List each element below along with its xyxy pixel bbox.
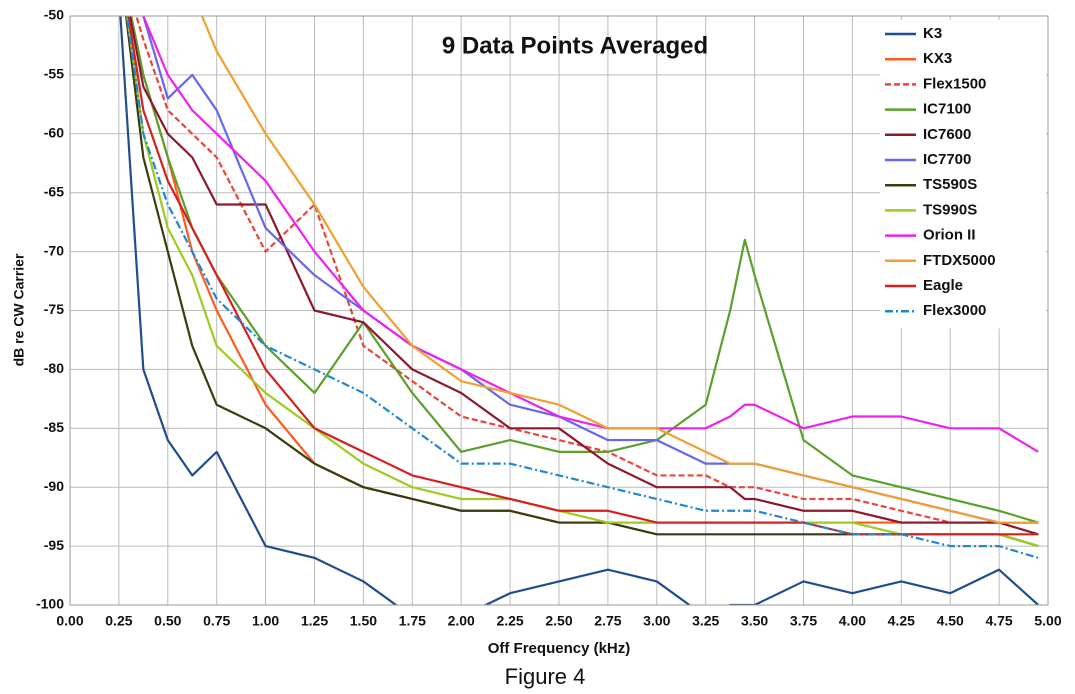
x-tick-label: 3.25 [692, 613, 719, 629]
figure-caption: Figure 4 [505, 664, 586, 689]
x-tick-label: 2.25 [496, 613, 523, 629]
series-line [125, 16, 1039, 559]
legend-box [880, 20, 1046, 329]
series-line [127, 16, 1039, 536]
y-tick-label: -90 [44, 478, 64, 494]
x-tick-label: 2.00 [448, 613, 475, 629]
x-tick-label: 3.75 [790, 613, 817, 629]
x-tick-label: 1.00 [252, 613, 279, 629]
x-tick-label: 4.00 [839, 613, 866, 629]
x-tick-label: 0.75 [203, 613, 230, 629]
series-line [128, 16, 1039, 536]
series-line [119, 16, 1039, 605]
legend-label: IC7700 [923, 151, 971, 168]
x-tick-label: 3.00 [643, 613, 670, 629]
x-tick-label: 0.50 [154, 613, 181, 629]
legend-label: Eagle [923, 277, 963, 294]
y-tick-label: -55 [44, 66, 64, 82]
x-tick-label: 5.00 [1034, 613, 1061, 629]
y-tick-label: -50 [44, 7, 64, 23]
x-tick-label: 0.25 [105, 613, 132, 629]
legend-label: TS990S [923, 201, 977, 218]
x-tick-label: 1.50 [350, 613, 377, 629]
lines [119, 16, 1039, 605]
x-tick-label: 4.75 [985, 613, 1012, 629]
legend-label: FTDX5000 [923, 252, 996, 269]
x-tick-label: 4.25 [888, 613, 915, 629]
series-line [200, 16, 1039, 524]
x-tick-label: 4.50 [937, 613, 964, 629]
x-tick-label: 2.75 [594, 613, 621, 629]
series-line [125, 16, 1039, 548]
series-line [142, 16, 1039, 453]
chart-title: 9 Data Points Averaged [442, 32, 708, 59]
y-tick-label: -100 [36, 596, 64, 612]
y-tick-label: -75 [44, 301, 64, 317]
legend-label: Orion II [923, 227, 976, 244]
legend-label: TS590S [923, 176, 977, 193]
x-tick-label: 1.25 [301, 613, 328, 629]
y-axis-label: dB re CW Carrier [11, 253, 27, 366]
y-tick-label: -70 [44, 242, 64, 258]
y-tick-label: -60 [44, 125, 64, 141]
legend-label: KX3 [923, 50, 952, 67]
x-tick-label: 3.50 [741, 613, 768, 629]
legend-label: IC7600 [923, 126, 971, 143]
legend: K3 KX3 Flex1500 IC7100 IC7600 IC7700 TS590S TS9… [880, 20, 1046, 329]
legend-label: Flex3000 [923, 302, 986, 319]
x-tick-label: 2.50 [545, 613, 572, 629]
x-tick-label: 0.00 [56, 613, 83, 629]
x-axis-label: Off Frequency (kHz) [488, 640, 631, 657]
y-tick-label: -80 [44, 360, 64, 376]
x-tick-label: 1.75 [399, 613, 426, 629]
legend-label: Flex1500 [923, 75, 986, 92]
y-tick-label: -65 [44, 183, 64, 199]
y-tick-label: -95 [44, 537, 64, 553]
legend-label: IC7100 [923, 101, 971, 118]
plot-frame [69, 15, 1049, 606]
legend-label: K3 [923, 25, 942, 42]
y-tick-label: -85 [44, 419, 64, 435]
